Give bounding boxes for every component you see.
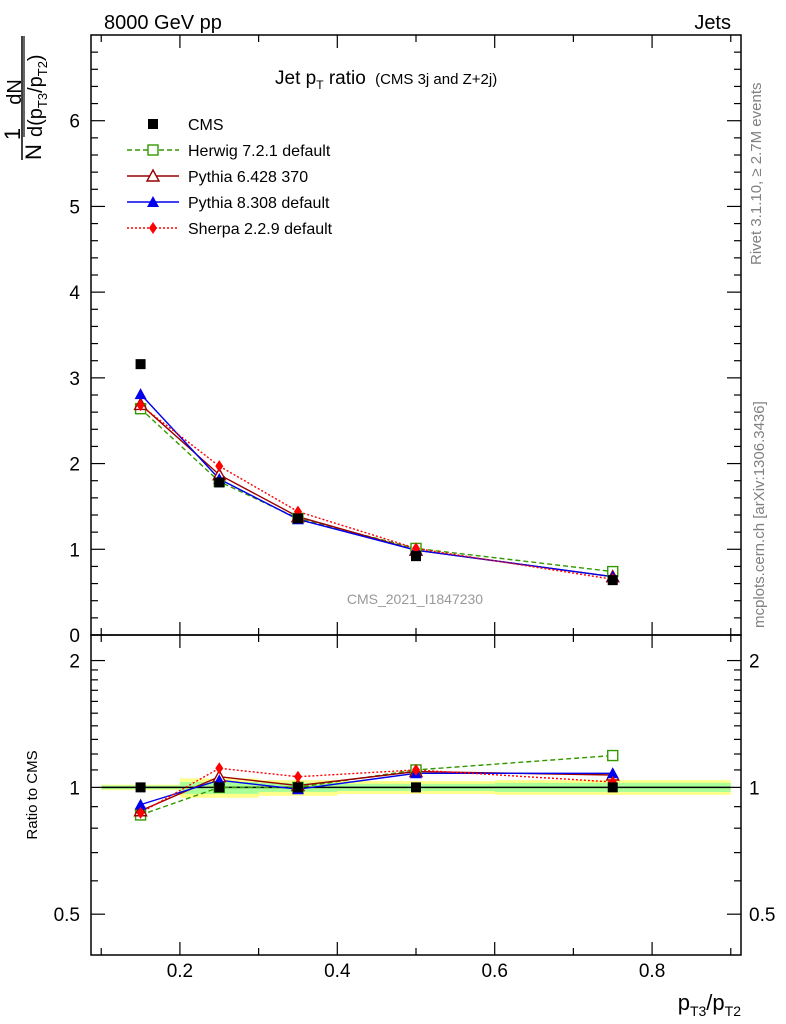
- y-label-d: d(p: [25, 108, 47, 137]
- data-point: [607, 575, 618, 586]
- data-point: [134, 798, 147, 810]
- header-category-label: Jets: [694, 12, 731, 34]
- legend-marker: [145, 168, 161, 182]
- data-point: [214, 782, 225, 793]
- data-point: [606, 767, 619, 779]
- y-label-close: ): [25, 54, 47, 61]
- y-tick-label-ratio-right: 2: [749, 652, 760, 673]
- x-label-p2: /p: [706, 990, 724, 1015]
- data-point: [134, 388, 147, 400]
- mcplots-label: mcplots.cern.ch [arXiv:1306.3436]: [751, 401, 768, 628]
- title-tail: ratio: [324, 68, 366, 89]
- x-axis-label: pT3/pT2: [678, 990, 742, 1019]
- legend-marker: [148, 119, 158, 129]
- series-line: [140, 404, 613, 580]
- analysis-watermark: CMS_2021_I1847230: [347, 591, 483, 607]
- legend-label: Pythia 8.308 default: [188, 195, 330, 212]
- y-tick-label-main: 4: [69, 283, 80, 304]
- data-point: [292, 782, 303, 793]
- series-line: [140, 393, 613, 578]
- y-tick-label-ratio-right: 1: [749, 778, 760, 799]
- title-small: (CMS 3j and Z+2j): [375, 71, 497, 88]
- y-tick-label-main: 5: [69, 197, 80, 218]
- legend: CMS Herwig 7.2.1 default Pythia 6.428 370 P…: [127, 117, 333, 238]
- title-sub: T: [316, 78, 324, 92]
- data-point: [411, 551, 421, 562]
- legend-label: CMS: [188, 117, 224, 134]
- data-point: [607, 782, 618, 793]
- legend-marker: [147, 196, 159, 207]
- legend-marker: [149, 222, 157, 234]
- data-point: [136, 399, 145, 412]
- legend-label: Pythia 6.428 370: [188, 169, 308, 186]
- x-label-s1: T3: [690, 1003, 707, 1019]
- series-line: [140, 403, 613, 578]
- data-point: [136, 806, 145, 819]
- y-tick-label-main: 0: [69, 626, 80, 647]
- x-tick-label: 0.8: [639, 961, 665, 982]
- data-point: [607, 749, 619, 762]
- x-label-s2: T2: [725, 1003, 742, 1019]
- title-main: Jet p: [275, 68, 316, 89]
- data-point: [135, 782, 146, 793]
- legend-label: Sherpa 2.2.9 default: [188, 221, 333, 238]
- main-axis-ticks: 0 1 2 3 4 5 6: [69, 35, 741, 647]
- y-label-dn: dN: [4, 79, 26, 105]
- y-tick-label-main: 1: [69, 540, 80, 561]
- ratio-series: [133, 749, 620, 821]
- y-label-frac-num: 1: [0, 128, 25, 140]
- series-line: [140, 408, 613, 573]
- y-tick-label-ratio-left: 0.5: [54, 905, 80, 926]
- data-point: [215, 460, 224, 473]
- legend-label: Herwig 7.2.1 default: [188, 143, 331, 160]
- data-point: [215, 762, 224, 775]
- y-label-sub1: T3: [35, 93, 50, 108]
- data-point: [292, 513, 303, 524]
- x-tick-label: 0.4: [324, 961, 351, 982]
- data-point: [411, 782, 421, 793]
- data-point: [214, 477, 225, 488]
- y-tick-label-main: 2: [69, 455, 80, 476]
- data-point: [412, 763, 420, 776]
- main-series: [133, 359, 620, 586]
- y-label-frac-den: N: [21, 144, 46, 160]
- top-y-axis-label: 1 N dN d(pT3/pT2): [0, 36, 50, 160]
- y-tick-label-main: 6: [69, 112, 80, 133]
- header-energy-label: 8000 GeV pp: [104, 12, 222, 34]
- x-tick-label: 0.6: [481, 961, 507, 982]
- legend-marker: [147, 144, 159, 156]
- x-label-p1: p: [678, 990, 690, 1015]
- data-point: [293, 770, 302, 783]
- ratio-axis-ticks: 0.2 0.4 0.6 0.8 0.5 0.5 1 1 2 2: [54, 635, 775, 982]
- y-tick-label-ratio-left: 2: [69, 652, 80, 673]
- y-tick-label-ratio-right: 0.5: [749, 905, 775, 926]
- svg-text:d(pT3/pT2): d(pT3/pT2): [25, 54, 50, 137]
- y-tick-label-main: 3: [69, 369, 80, 390]
- y-tick-label-ratio-left: 1: [69, 778, 80, 799]
- plot-title: Jet pT ratio (CMS 3j and Z+2j): [275, 68, 497, 92]
- ratio-y-axis-label: Ratio to CMS: [24, 750, 41, 839]
- y-label-sub2: T2: [35, 61, 50, 76]
- y-label-slash: /p: [25, 76, 47, 93]
- data-point: [135, 359, 146, 370]
- x-tick-label: 0.2: [167, 961, 193, 982]
- rivet-version-label: Rivet 3.1.10, ≥ 2.7M events: [748, 83, 765, 266]
